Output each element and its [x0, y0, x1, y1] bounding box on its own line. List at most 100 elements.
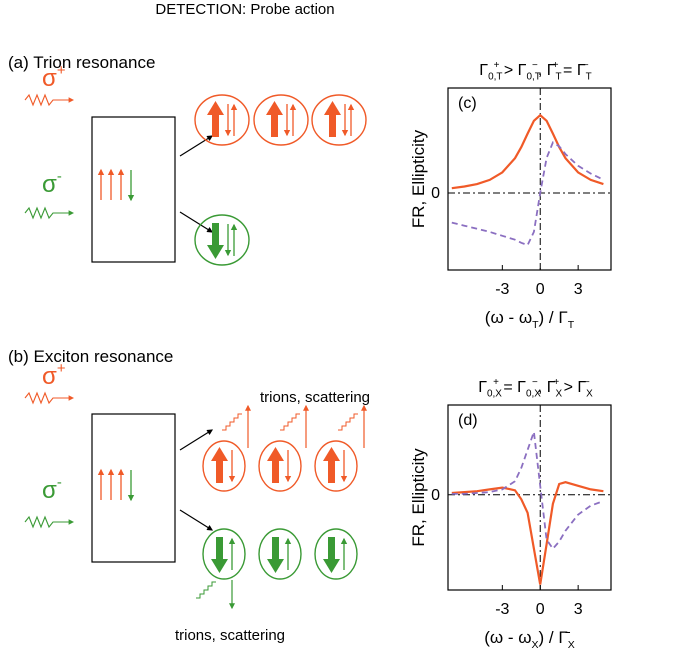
panel-label: (c) [458, 95, 477, 112]
text-part: = [559, 62, 577, 79]
trion [259, 529, 301, 579]
text-part: + [57, 63, 66, 79]
trion [315, 441, 357, 491]
text-part: − [584, 377, 590, 388]
scatter-label: trions, scattering [175, 627, 285, 644]
trion [259, 441, 301, 491]
wavy-arrow [24, 206, 75, 220]
y-tick-label: 0 [431, 487, 440, 504]
x-axis-label: (ω - ωT) / ΓT [485, 308, 575, 331]
header-title: DETECTION: Probe action [155, 1, 334, 18]
text-part: Γ [547, 62, 556, 79]
spins [97, 168, 135, 202]
text-part: T [532, 319, 539, 331]
text-part: - [57, 475, 62, 491]
chart-title: Γ0,X+ = Γ0,X−, ΓX+ > ΓX− [478, 377, 593, 400]
text-part: 0,T [488, 71, 502, 82]
wavy-arrow [24, 93, 75, 107]
text-part: - [57, 169, 62, 185]
trion [254, 95, 308, 145]
trion [203, 529, 245, 579]
trion [315, 529, 357, 579]
trion [312, 95, 366, 145]
text-part: 0,X [526, 388, 541, 399]
text-part: Γ [577, 62, 586, 79]
trion [195, 95, 249, 145]
plot-frame [447, 87, 612, 271]
text-part: T [556, 71, 562, 82]
text-part: ω [519, 308, 532, 327]
x-tick-label: 3 [574, 601, 583, 618]
x-tick-label: 0 [536, 281, 545, 298]
text-part: Γ [558, 308, 567, 327]
text-part: X [586, 388, 593, 399]
text-part: , [538, 379, 547, 396]
y-tick-label: 0 [431, 185, 440, 202]
series-line [451, 481, 604, 585]
sample-box [91, 116, 176, 263]
panel-label: (d) [458, 412, 478, 429]
text-part: , [538, 62, 547, 79]
x-tick-label: 0 [536, 601, 545, 618]
x-axis-label: (ω - ωX) / Γ̄X [484, 628, 575, 651]
text-part: + [57, 361, 66, 377]
scatter-label: trions, scattering [260, 389, 370, 406]
text-part: 0,T [526, 71, 540, 82]
trion [195, 215, 249, 265]
text-part: + [553, 377, 559, 388]
text-part: (ω - [485, 308, 519, 327]
chart-title: Γ0,T+ > Γ0,T−, ΓT+ = ΓT− [479, 60, 591, 83]
text-part: 0,X [487, 388, 502, 399]
text-part: + [553, 60, 559, 71]
sample-box [91, 413, 176, 563]
text-part: − [532, 377, 538, 388]
text-part: Γ̄ [558, 628, 570, 647]
text-part: Γ [517, 379, 526, 396]
x-tick-label: -3 [495, 601, 509, 618]
y-axis-label: FR, Ellipticity [409, 448, 428, 547]
text-part: Γ [478, 379, 487, 396]
series-line [451, 113, 604, 190]
series-line [451, 141, 604, 247]
text-part: T [568, 319, 575, 331]
arrow [179, 135, 214, 157]
text-part: − [583, 60, 589, 71]
text-part: Γ [518, 62, 527, 79]
sigma-label: σ- [42, 169, 62, 198]
text-part: X [532, 639, 539, 651]
scatter-arrow [196, 580, 235, 610]
text-part: σ [42, 65, 57, 92]
wavy-arrow [24, 391, 75, 405]
text-part: ) / [539, 308, 559, 327]
series-line [451, 431, 604, 551]
plot-frame [447, 404, 612, 591]
text-part: > [499, 62, 517, 79]
text-part: σ [42, 171, 57, 198]
sigma-label: σ+ [42, 63, 66, 92]
text-part: − [532, 60, 538, 71]
text-part: T [586, 71, 592, 82]
y-axis-label: FR, Ellipticity [409, 129, 428, 228]
trion [203, 441, 245, 491]
text-part: + [494, 60, 500, 71]
text-part: (ω - [484, 628, 518, 647]
arrow [179, 429, 214, 451]
x-tick-label: 3 [574, 281, 583, 298]
wavy-arrow [24, 515, 75, 529]
text-part: σ [42, 477, 57, 504]
sigma-label: σ- [42, 475, 62, 504]
text-part: Γ [479, 62, 488, 79]
text-part: > [559, 379, 577, 396]
text-part: ) / [539, 628, 559, 647]
panel-title: (b) Exciton resonance [8, 347, 173, 366]
text-part: Γ [577, 379, 586, 396]
text-part: ω [518, 628, 531, 647]
panel-title: (a) Trion resonance [8, 53, 155, 72]
arrow [179, 211, 214, 233]
text-part: X [568, 639, 575, 651]
text-part: + [493, 377, 499, 388]
text-part: Γ [547, 379, 556, 396]
arrow [179, 509, 214, 531]
